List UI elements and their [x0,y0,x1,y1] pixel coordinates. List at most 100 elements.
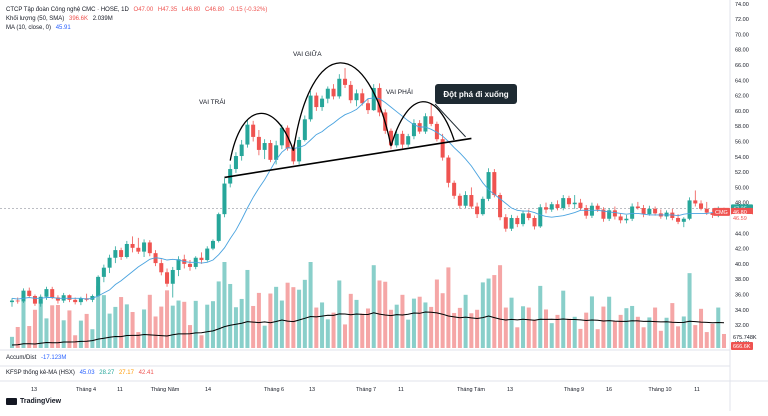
candle-body-51 [302,119,307,140]
volume-bar-63 [371,265,376,348]
price-tick-label-20: 34.00 [735,308,749,314]
volume-bar-47 [279,300,284,348]
candle-body-93 [543,207,549,210]
time-tick-label-1: Tháng 4 [76,387,96,393]
volume-bar-93 [543,309,549,348]
candle-27 [165,268,170,287]
ma10-line [11,97,719,300]
volume-bar-117 [681,316,686,348]
candle-23 [142,239,147,257]
price-tag-cmg: CMG [715,210,728,216]
candle-body-70 [411,123,416,137]
legend-ma-label: MA (10, close, 0) [6,25,52,31]
candle-body-85 [498,195,503,218]
candle-81 [475,202,480,218]
legend-ma-value: 45.91 [55,25,71,31]
candle-86 [503,214,508,232]
volume-bar-5 [38,299,43,348]
volume-bar-54 [320,302,325,348]
candle-107 [624,214,629,224]
price-tick-label-10: 54.00 [735,155,749,161]
price-tick-label-12: 50.00 [735,185,749,191]
candle-67 [394,131,399,148]
candle-body-82 [480,198,485,215]
volume-bar-60 [354,299,359,348]
candle-93 [543,202,549,214]
candle-body-94 [549,204,554,210]
candle-94 [549,201,554,212]
candle-body-3 [27,290,32,296]
candle-19 [119,247,124,261]
tradingview-logo[interactable]: TradingView [6,398,61,405]
volume-bar-7 [50,305,55,348]
volume-bar-104 [607,296,612,348]
volume-bar-105 [612,321,617,348]
volume-bar-116 [676,326,681,348]
volume-bar-77 [452,312,457,348]
candle-77 [452,180,457,199]
volume-bar-81 [475,309,480,348]
legend-volume-value: 396.6K [68,16,89,22]
time-tick-label-10: 13 [507,387,513,393]
candle-body-121 [704,208,709,213]
volume-bar-101 [589,296,594,348]
time-tick-label-9: Tháng Tám [457,387,485,393]
candle-98 [572,195,577,209]
candle-body-103 [601,209,606,219]
candle-37 [222,178,227,218]
volume-bar-91 [532,319,537,348]
legend-volume-sma: 2.039M [92,16,113,22]
candle-body-41 [245,124,250,145]
candle-2 [21,288,26,303]
legend-symbol-row: CTCP Tập đoàn Công nghệ CMC · HOSE, 1D O… [6,6,267,14]
kfsp-label: KFSP thống kê-MA (HSX) [6,370,75,376]
candle-body-11 [73,299,78,303]
volume-bar-76 [446,267,451,348]
candle-body-109 [635,206,640,209]
legend-ohlc-c-key: C [204,7,210,13]
volume-bar-39 [233,307,238,348]
candle-56 [331,84,336,100]
legend-ohlc-h-key: H [157,7,163,13]
candle-122 [710,208,715,218]
candle-1 [15,297,20,304]
candle-50 [297,136,302,165]
candle-body-61 [360,93,365,104]
candle-73 [429,103,434,127]
candle-body-100 [584,208,589,216]
legend-ohlc-h-val: 47.35 [162,7,178,13]
volume-bar-33 [199,335,204,348]
price-tag-last-bg [731,207,753,216]
volume-bar-37 [222,262,227,348]
candle-body-15 [96,276,101,296]
candle-body-18 [113,250,118,258]
candle-body-47 [279,127,284,146]
candle-body-111 [647,208,652,215]
callout-pointer [434,103,466,138]
time-tick-label-13: Tháng 10 [648,387,671,393]
volume-bar-99 [578,328,583,348]
candle-18 [113,246,118,264]
candle-34 [205,246,210,262]
candle-body-53 [314,95,319,108]
volume-bar-82 [480,282,485,348]
candle-body-98 [572,202,577,205]
candle-body-36 [216,214,221,241]
candle-body-77 [452,182,457,196]
time-tick-label-6: 13 [309,387,315,393]
candle-68 [400,130,405,149]
volume-bar-38 [228,283,233,348]
legend-symbol-line: CTCP Tập đoàn Công nghệ CMC · HOSE, 1D [6,7,129,13]
volume-bar-18 [113,306,118,348]
right-shoulder-label: VAI PHẢI [386,89,413,96]
volume-bar-19 [119,297,124,348]
volume-bar-102 [595,329,600,348]
volume-bar-23 [142,309,147,348]
candle-body-43 [256,136,261,150]
candle-13 [84,293,89,302]
candle-body-31 [187,263,193,267]
price-tick-label-18: 38.00 [735,277,749,283]
candle-42 [251,120,256,142]
price-tick-label-5: 64.00 [735,78,749,84]
candle-body-1 [15,300,20,302]
